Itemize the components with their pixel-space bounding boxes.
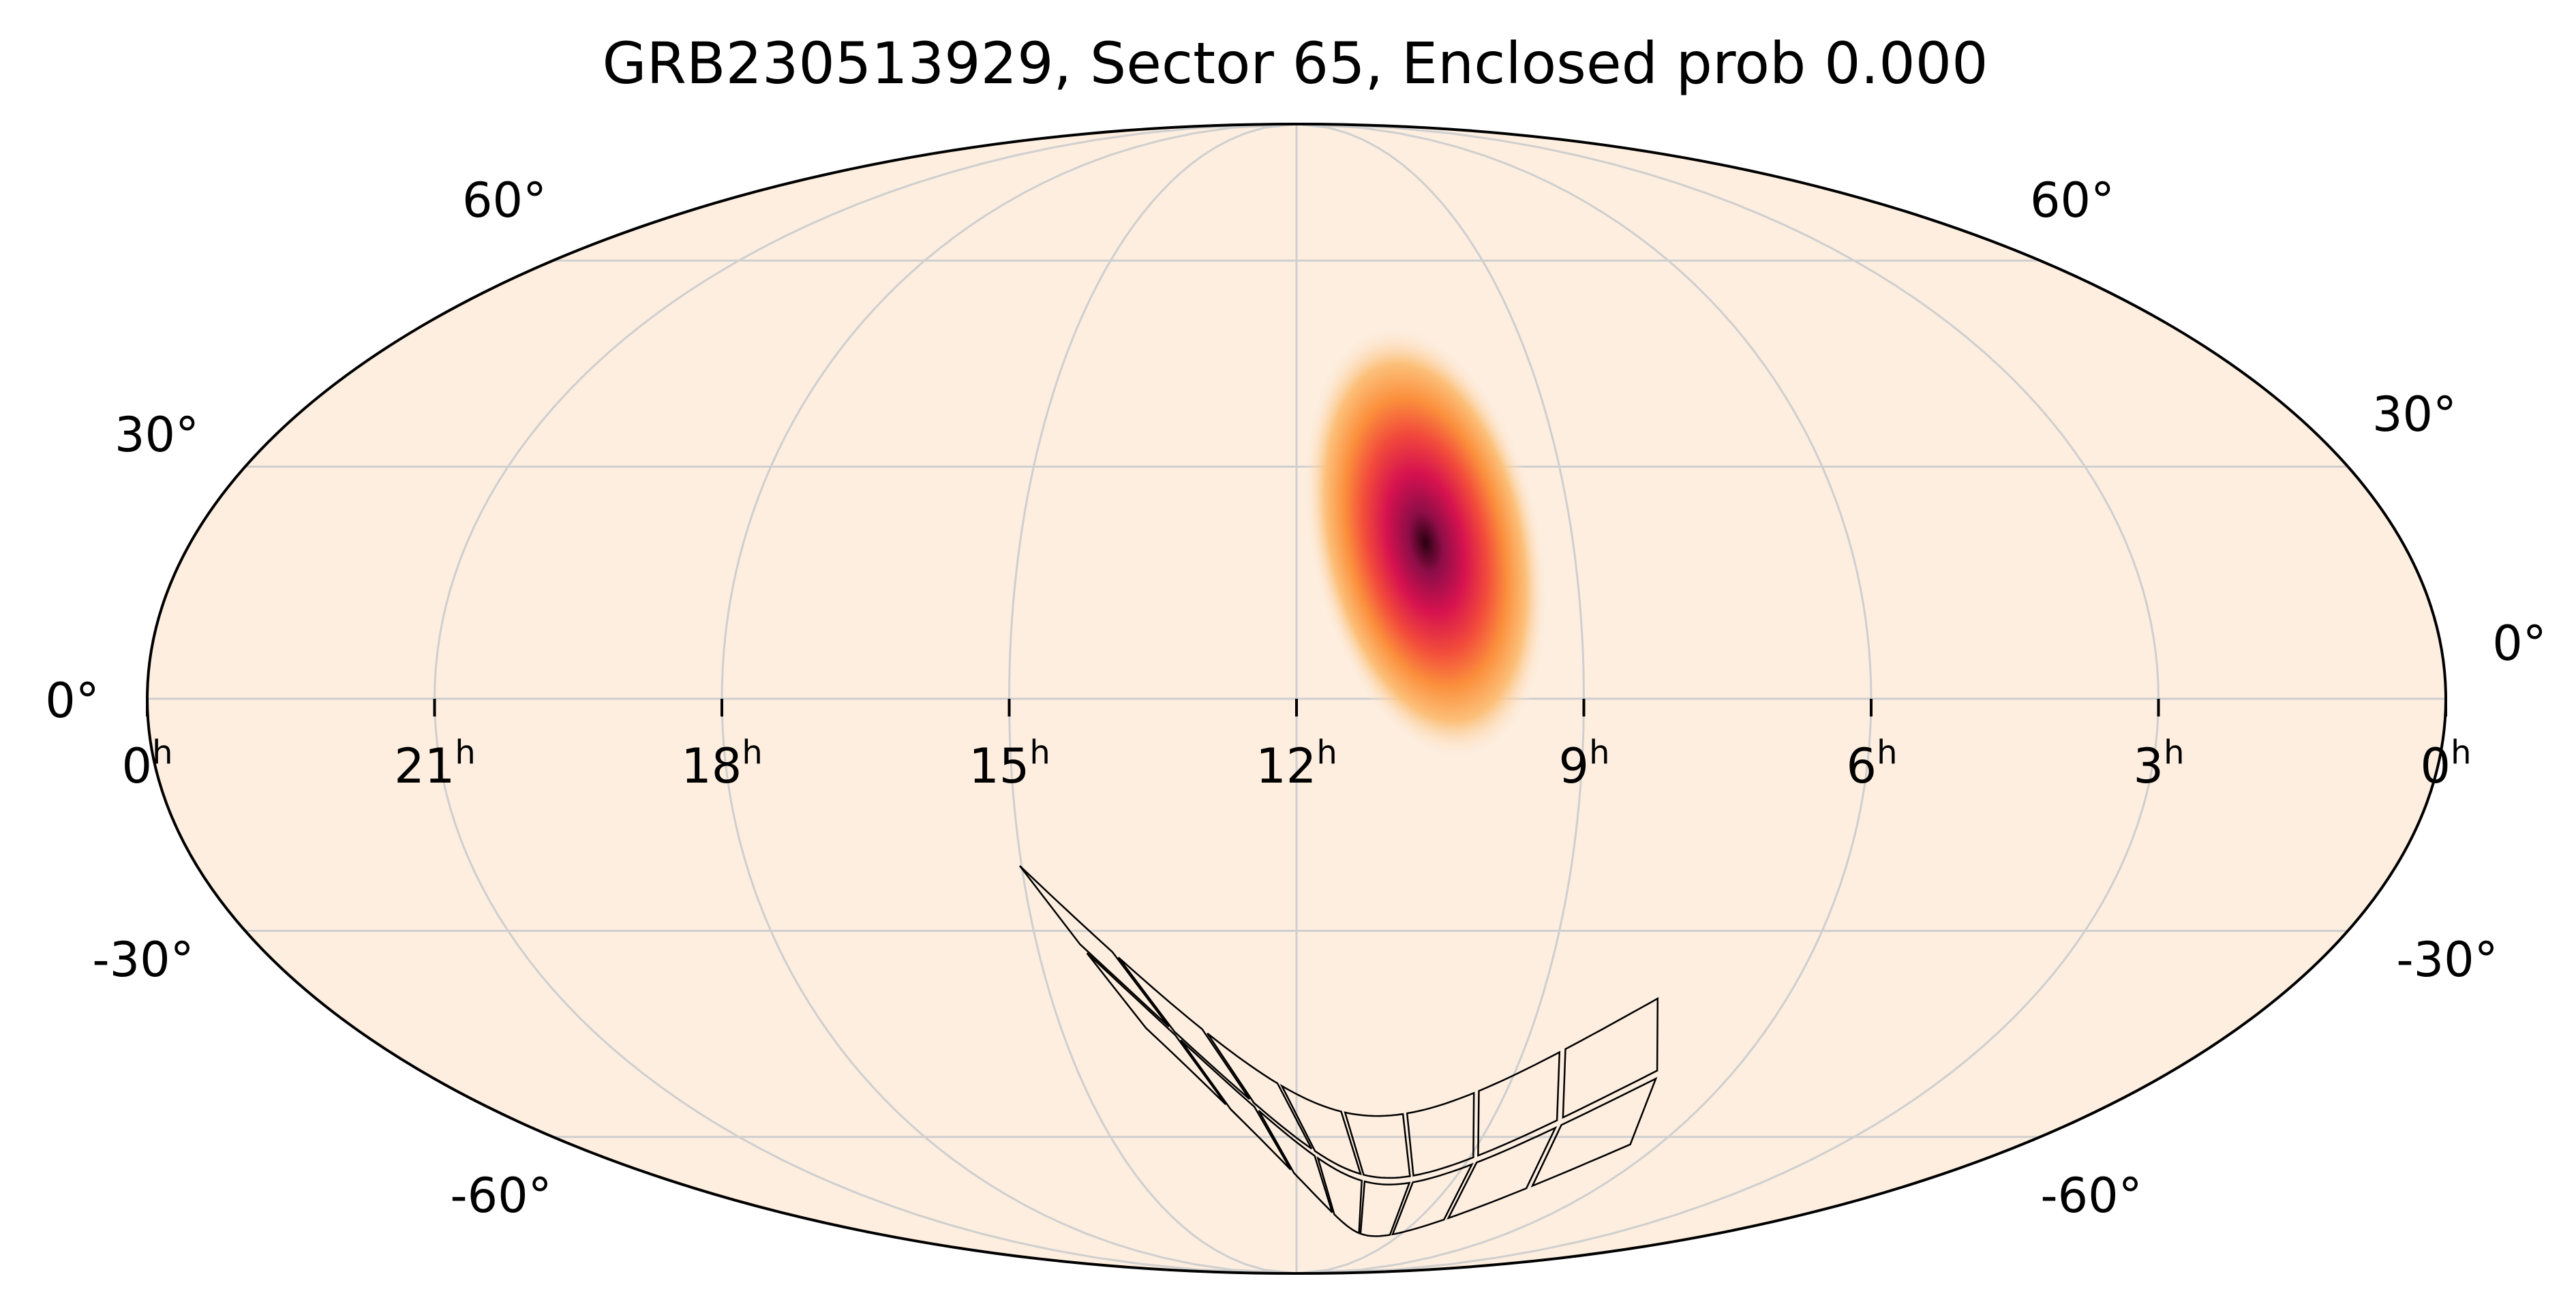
ra-tick-labels: 0h 21h 18h 15h 12h 9h 6h 3h 0h bbox=[122, 734, 2472, 794]
dec-tick-label: -30° bbox=[2396, 932, 2498, 988]
ra-tick-label: 12h bbox=[1256, 734, 1337, 794]
dec-tick-label: 30° bbox=[115, 407, 199, 463]
ccd-outline bbox=[1019, 865, 1170, 1027]
ccd-outline bbox=[1344, 1111, 1411, 1179]
ccd-outline bbox=[1477, 1051, 1561, 1157]
dec-tick-labels-right: 60° 30° 0° -30° -60° bbox=[2030, 172, 2547, 1224]
ra-tick-marks bbox=[146, 699, 2447, 716]
ccd-outline bbox=[1391, 1162, 1474, 1236]
dec-tick-labels-left: 60° 30° 0° -30° -60° bbox=[45, 172, 551, 1224]
ra-tick-label: 0h bbox=[2421, 734, 2472, 794]
ccd-outline bbox=[1530, 1076, 1658, 1188]
ra-tick-label: 21h bbox=[394, 734, 476, 794]
ccd-outline bbox=[1207, 1032, 1313, 1150]
dec-tick-label: 60° bbox=[462, 172, 547, 228]
probability-blob bbox=[1303, 324, 1549, 761]
ra-tick-label: 9h bbox=[1559, 734, 1610, 794]
ccd-outline bbox=[1406, 1091, 1475, 1177]
ra-tick-label: 3h bbox=[2134, 734, 2185, 794]
dec-tick-label: 0° bbox=[45, 673, 100, 729]
dec-tick-label: 0° bbox=[2492, 616, 2547, 671]
ccd-outline bbox=[1086, 952, 1227, 1106]
dec-tick-label: 30° bbox=[2372, 387, 2457, 442]
ra-tick-label: 0h bbox=[122, 734, 173, 794]
ccd-outline bbox=[1258, 1110, 1333, 1213]
ccd-outline bbox=[1359, 1180, 1411, 1237]
dec-tick-label: -60° bbox=[2040, 1168, 2142, 1224]
tess-sector-footprint bbox=[1019, 865, 1659, 1237]
dec-tick-label: -60° bbox=[450, 1168, 551, 1224]
ccd-outline bbox=[1562, 997, 1659, 1119]
ra-tick-label: 6h bbox=[1847, 734, 1898, 794]
chart-title: GRB230513929, Sector 65, Enclosed prob 0… bbox=[602, 30, 1988, 97]
probability-heatmap bbox=[1303, 324, 1549, 761]
ccd-outline bbox=[1316, 1155, 1363, 1235]
dec-tick-label: -30° bbox=[92, 932, 194, 988]
dec-tick-label: 60° bbox=[2030, 172, 2115, 228]
ra-tick-label: 18h bbox=[681, 734, 763, 794]
ccd-outline bbox=[1279, 1083, 1362, 1176]
ra-tick-label: 15h bbox=[969, 734, 1050, 794]
ccd-outline bbox=[1446, 1125, 1558, 1220]
ccd-outline bbox=[1117, 956, 1251, 1100]
ccd-outline bbox=[1180, 1039, 1292, 1170]
